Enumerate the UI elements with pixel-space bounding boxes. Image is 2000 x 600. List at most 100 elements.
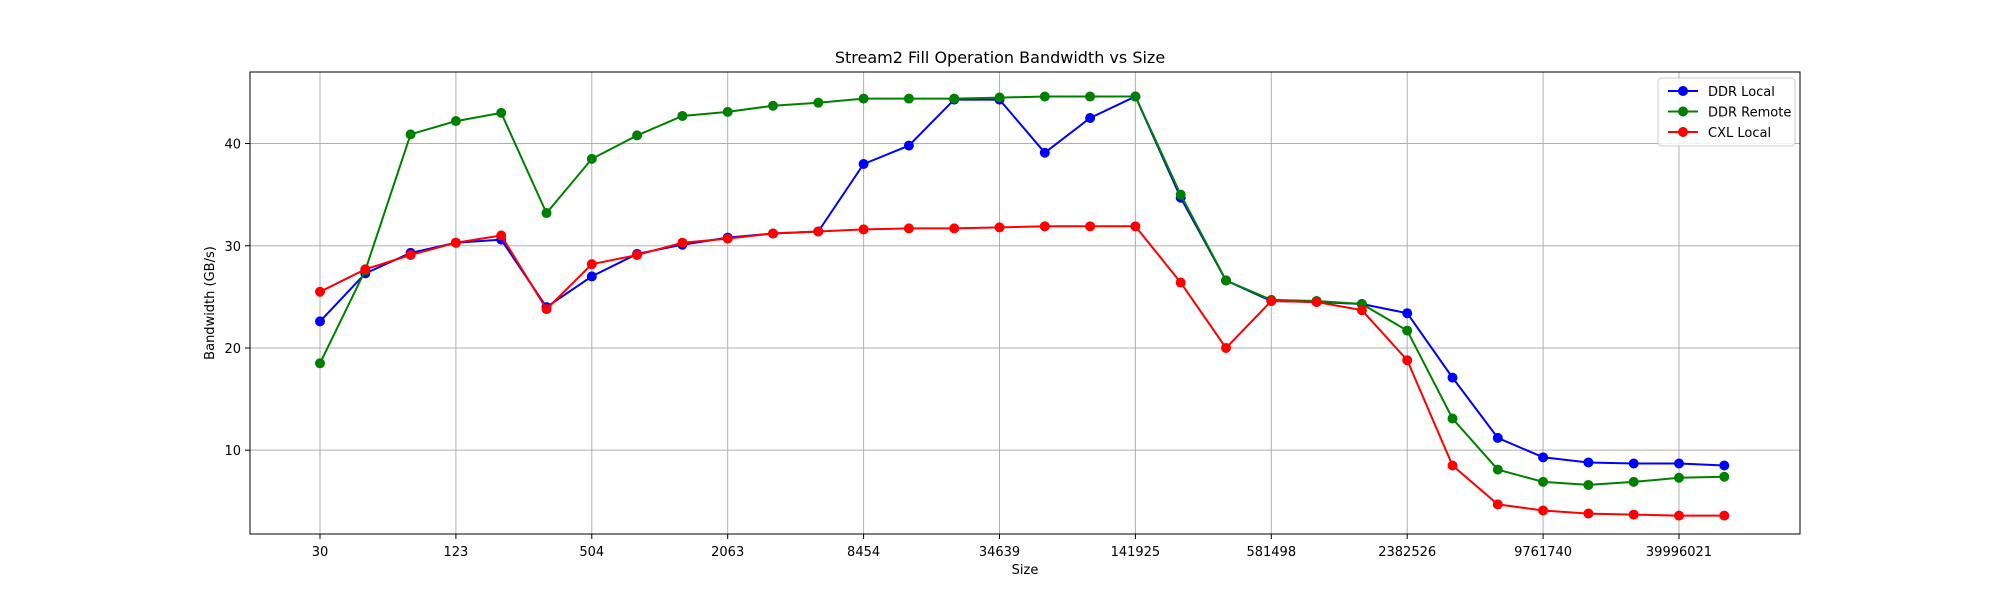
- data-point-ddr-remote: [1085, 91, 1096, 102]
- data-point-ddr-remote: [541, 208, 552, 219]
- data-point-ddr-remote: [722, 106, 733, 117]
- data-point-cxl-local: [1583, 508, 1594, 519]
- legend-label: DDR Local: [1708, 85, 1775, 100]
- y-tick-label: 40: [224, 138, 241, 153]
- data-point-ddr-local: [1719, 460, 1730, 471]
- data-point-ddr-remote: [496, 107, 507, 118]
- data-point-ddr-remote: [813, 97, 824, 108]
- data-point-cxl-local: [813, 226, 824, 237]
- series-layer: [315, 91, 1730, 521]
- data-point-cxl-local: [1130, 221, 1141, 232]
- legend-entry-ddr-remote: DDR Remote: [1668, 106, 1791, 121]
- data-point-ddr-remote: [949, 93, 960, 104]
- data-point-cxl-local: [450, 237, 461, 248]
- data-point-ddr-local: [1538, 452, 1549, 463]
- data-point-cxl-local: [1175, 277, 1186, 288]
- data-point-cxl-local: [1039, 221, 1050, 232]
- legend-label: CXL Local: [1708, 126, 1771, 141]
- data-point-ddr-local: [1583, 457, 1594, 468]
- x-tick-label: 123: [443, 545, 468, 560]
- data-point-cxl-local: [360, 264, 371, 275]
- data-point-ddr-remote: [1538, 476, 1549, 487]
- data-point-ddr-remote: [858, 93, 869, 104]
- data-point-cxl-local: [1266, 295, 1277, 306]
- data-point-cxl-local: [1719, 510, 1730, 521]
- data-point-cxl-local: [858, 224, 869, 235]
- data-point-ddr-local: [1447, 372, 1458, 383]
- data-point-cxl-local: [496, 230, 507, 241]
- data-point-cxl-local: [1674, 510, 1684, 521]
- data-point-cxl-local: [1492, 499, 1503, 510]
- legend-swatch-marker: [1678, 106, 1688, 117]
- series-ddr-remote: [315, 91, 1730, 490]
- data-point-cxl-local: [903, 223, 914, 234]
- data-point-ddr-remote: [1175, 189, 1186, 200]
- y-tick-label: 10: [224, 444, 241, 459]
- x-axis-label: Size: [1012, 563, 1039, 578]
- data-point-ddr-remote: [632, 130, 643, 141]
- legend-swatch-marker: [1678, 127, 1688, 137]
- data-point-ddr-local: [1628, 458, 1639, 469]
- y-tick-label: 20: [224, 342, 241, 357]
- data-point-cxl-local: [949, 223, 960, 234]
- data-point-cxl-local: [541, 304, 552, 315]
- data-point-ddr-remote: [994, 92, 1005, 103]
- x-axis: 30 123 504 2063 8454 34639 141925 581498 2382526…: [312, 534, 1712, 560]
- data-point-cxl-local: [586, 259, 597, 270]
- data-point-cxl-local: [1356, 305, 1367, 316]
- plot-frame: [249, 71, 1801, 535]
- grid: [250, 72, 1800, 534]
- data-point-ddr-local: [1674, 458, 1684, 469]
- data-point-ddr-local: [858, 158, 869, 169]
- data-point-ddr-local: [1402, 308, 1413, 319]
- x-tick-label: 141925: [1111, 545, 1161, 560]
- y-axis: 10 20 30 40: [224, 138, 250, 459]
- data-point-cxl-local: [1447, 460, 1458, 471]
- data-point-ddr-local: [315, 316, 325, 327]
- data-point-cxl-local: [1628, 509, 1639, 520]
- legend-swatch-marker: [1678, 86, 1688, 96]
- data-point-ddr-remote: [1628, 476, 1639, 487]
- x-tick-label: 9761740: [1514, 545, 1572, 560]
- data-point-ddr-remote: [586, 153, 597, 164]
- x-tick-label: 34639: [979, 545, 1020, 560]
- data-point-ddr-remote: [1402, 325, 1413, 336]
- data-point-ddr-local: [586, 271, 597, 282]
- data-point-cxl-local: [1221, 342, 1231, 353]
- data-point-ddr-remote: [1492, 464, 1503, 475]
- data-point-cxl-local: [1538, 505, 1549, 516]
- x-tick-label: 581498: [1246, 545, 1296, 560]
- x-tick-label: 8454: [847, 545, 880, 560]
- x-tick-label: 39996021: [1646, 545, 1712, 560]
- x-tick-label: 30: [312, 545, 329, 560]
- data-point-ddr-remote: [903, 93, 914, 104]
- data-point-cxl-local: [994, 222, 1005, 233]
- data-point-ddr-remote: [1674, 472, 1684, 483]
- legend-entry-cxl-local: CXL Local: [1668, 126, 1771, 141]
- data-point-ddr-local: [1039, 147, 1050, 158]
- data-point-cxl-local: [722, 233, 733, 244]
- legend-label: DDR Remote: [1708, 106, 1791, 121]
- data-point-cxl-local: [1311, 296, 1322, 307]
- legend-entry-ddr-local: DDR Local: [1668, 85, 1775, 100]
- x-tick-label: 2382526: [1378, 545, 1436, 560]
- data-point-cxl-local: [768, 228, 778, 239]
- data-point-ddr-remote: [1039, 91, 1050, 102]
- data-point-cxl-local: [405, 249, 416, 260]
- data-point-cxl-local: [1402, 355, 1413, 366]
- data-point-ddr-remote: [1583, 479, 1594, 490]
- series-line-cxl-local: [319, 225, 1725, 517]
- series-cxl-local: [315, 221, 1730, 521]
- data-point-cxl-local: [315, 286, 325, 297]
- data-point-ddr-local: [1492, 432, 1503, 443]
- data-point-ddr-remote: [1447, 413, 1458, 424]
- data-point-cxl-local: [1085, 221, 1096, 232]
- data-point-ddr-remote: [677, 110, 688, 121]
- x-tick-label: 2063: [711, 545, 744, 560]
- y-axis-label: Bandwidth (GB/s): [203, 246, 218, 360]
- series-ddr-local: [315, 91, 1730, 471]
- chart-title: Stream2 Fill Operation Bandwidth vs Size: [835, 48, 1165, 67]
- data-point-ddr-remote: [1719, 471, 1730, 482]
- y-tick-label: 30: [224, 240, 241, 255]
